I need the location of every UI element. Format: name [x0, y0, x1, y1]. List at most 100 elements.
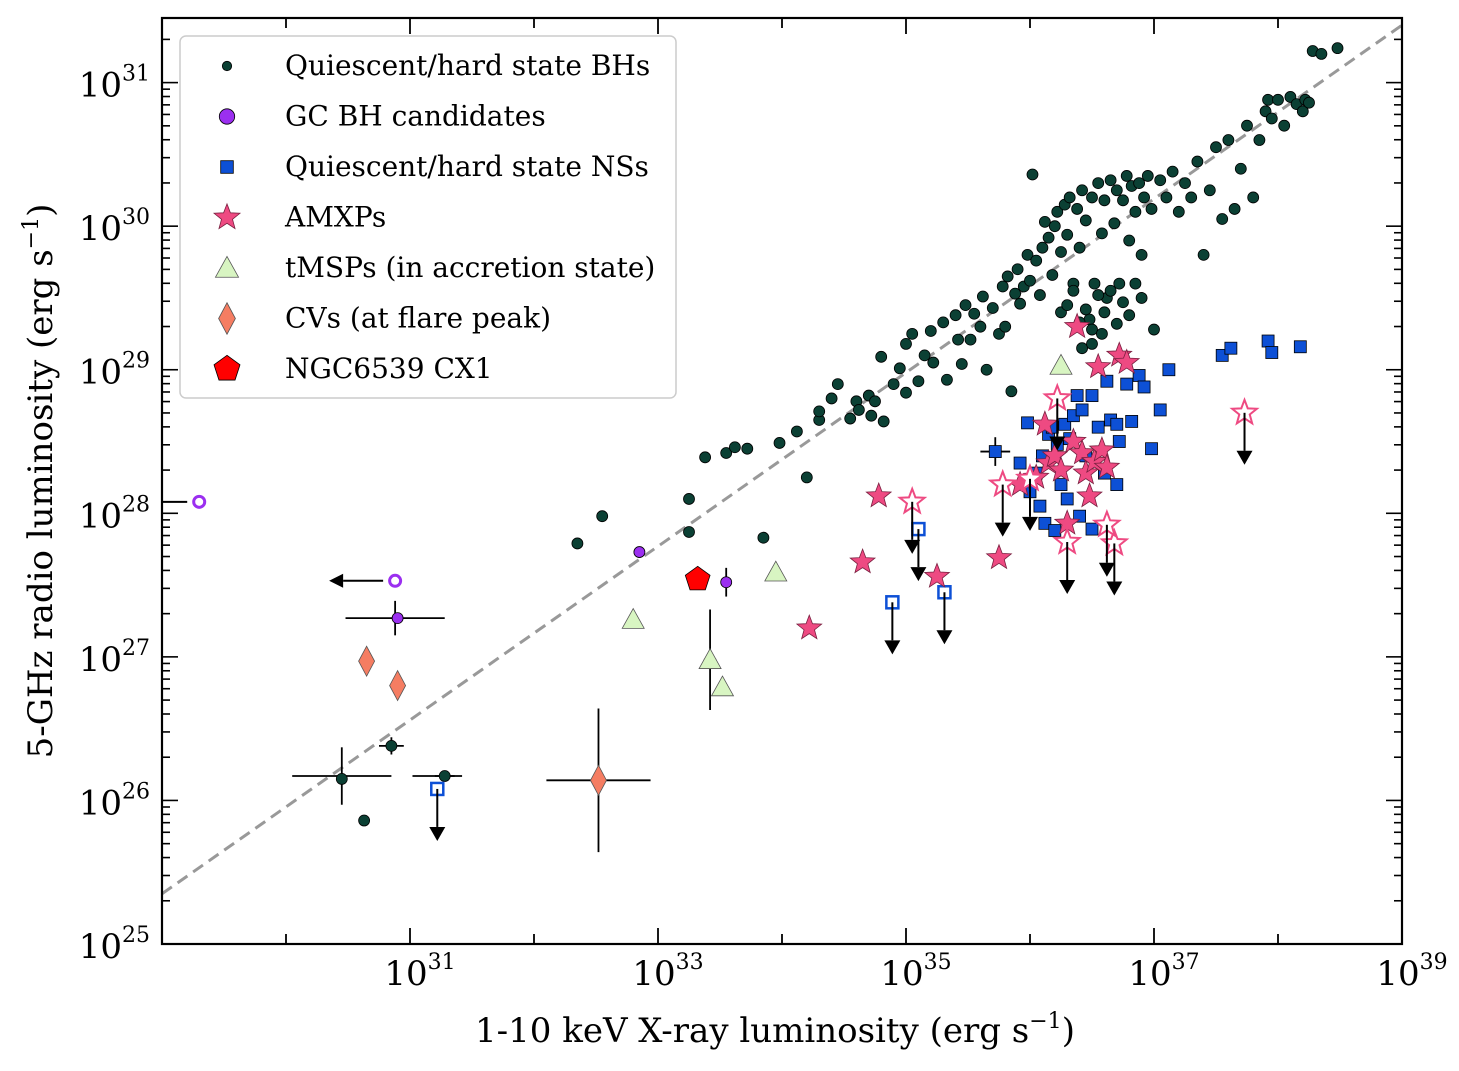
upper-limit-arrowhead [1022, 516, 1038, 531]
data-point [1162, 363, 1176, 377]
data-point [1051, 205, 1064, 218]
data-point [683, 493, 695, 505]
x-tick-label: 1033 [632, 950, 703, 994]
data-point [1112, 435, 1126, 448]
upper-limit-arrowhead [1049, 436, 1066, 451]
data-point [800, 471, 813, 484]
data-point [1098, 306, 1111, 319]
data-point [1024, 274, 1036, 287]
data-point [358, 814, 371, 827]
series-6 [684, 565, 711, 591]
data-point [900, 337, 912, 350]
data-point [1120, 377, 1134, 391]
data-point [1179, 177, 1191, 190]
data-point [391, 612, 404, 625]
data-point [633, 546, 646, 558]
legend-label: GC BH candidates [285, 100, 546, 133]
legend-marker [212, 202, 242, 230]
data-point [1088, 277, 1101, 290]
data-point [1145, 442, 1158, 456]
data-point [1054, 478, 1068, 491]
data-point [1048, 220, 1061, 233]
data-point [849, 547, 877, 574]
data-point [1293, 340, 1307, 354]
y-tick-label: 1028 [79, 492, 150, 536]
legend-marker [221, 60, 233, 72]
data-point [1197, 248, 1210, 261]
data-point [1011, 263, 1024, 276]
data-point [988, 445, 1002, 458]
x-tick-label: 1031 [384, 950, 455, 994]
data-point [1086, 323, 1098, 336]
data-point [976, 290, 989, 303]
data-point [906, 327, 919, 340]
x-tick-label: 1037 [1128, 950, 1199, 994]
data-point [720, 576, 733, 589]
data-point [1049, 353, 1073, 375]
data-point [1160, 191, 1173, 204]
data-point [1191, 155, 1204, 168]
y-tick-label: 1025 [79, 923, 150, 967]
data-point [927, 356, 940, 369]
data-point [1085, 522, 1099, 536]
data-point [1265, 112, 1278, 125]
data-point [621, 607, 645, 629]
data-point [1084, 352, 1112, 379]
data-point [1129, 205, 1142, 218]
data-point [438, 770, 451, 782]
data-point [1026, 168, 1039, 181]
y-tick-label: 1030 [79, 205, 150, 249]
data-point [1060, 492, 1074, 506]
data-point [1071, 203, 1084, 215]
data-point [1113, 348, 1141, 374]
data-point [1001, 270, 1014, 283]
data-point [1086, 337, 1098, 350]
data-point [720, 447, 733, 459]
data-point [1241, 119, 1253, 132]
data-point [1234, 162, 1247, 175]
data-point [1117, 296, 1129, 309]
data-point [596, 510, 609, 523]
data-point [1135, 292, 1148, 304]
data-point [1203, 184, 1216, 197]
data-point [1133, 177, 1146, 190]
data-point [773, 437, 786, 449]
data-point [764, 560, 788, 582]
data-point [996, 280, 1009, 293]
data-point [1067, 284, 1080, 297]
data-point [683, 526, 695, 538]
data-point [757, 531, 770, 544]
y-tick-label: 1029 [79, 349, 150, 393]
data-point [385, 739, 398, 752]
legend-marker [220, 160, 234, 174]
data-point [1185, 191, 1198, 204]
data-point [877, 415, 890, 428]
data-point [1092, 177, 1105, 190]
data-point [1172, 205, 1185, 218]
data-point [1216, 213, 1229, 225]
data-point [790, 425, 803, 438]
data-point [1013, 456, 1027, 470]
data-point [1055, 246, 1067, 258]
data-point [1030, 254, 1043, 267]
data-point [1036, 241, 1049, 254]
data-point [1296, 105, 1309, 118]
data-point [869, 395, 881, 408]
data-point [1096, 227, 1108, 240]
data-point [1021, 248, 1034, 261]
data-point [1098, 194, 1111, 207]
data-point [1031, 410, 1059, 436]
legend-box [179, 35, 677, 399]
data-point [1014, 297, 1026, 310]
series-0 [335, 42, 1344, 827]
data-point [1100, 374, 1114, 388]
data-point [924, 325, 937, 337]
legend-label: NGC6539 CX1 [285, 352, 493, 385]
data-point [1085, 389, 1099, 402]
data-point [1009, 287, 1022, 300]
data-point [1091, 420, 1105, 434]
data-point [728, 441, 741, 454]
legend-label: Quiescent/hard state NSs [285, 150, 649, 183]
data-point [1120, 170, 1133, 182]
